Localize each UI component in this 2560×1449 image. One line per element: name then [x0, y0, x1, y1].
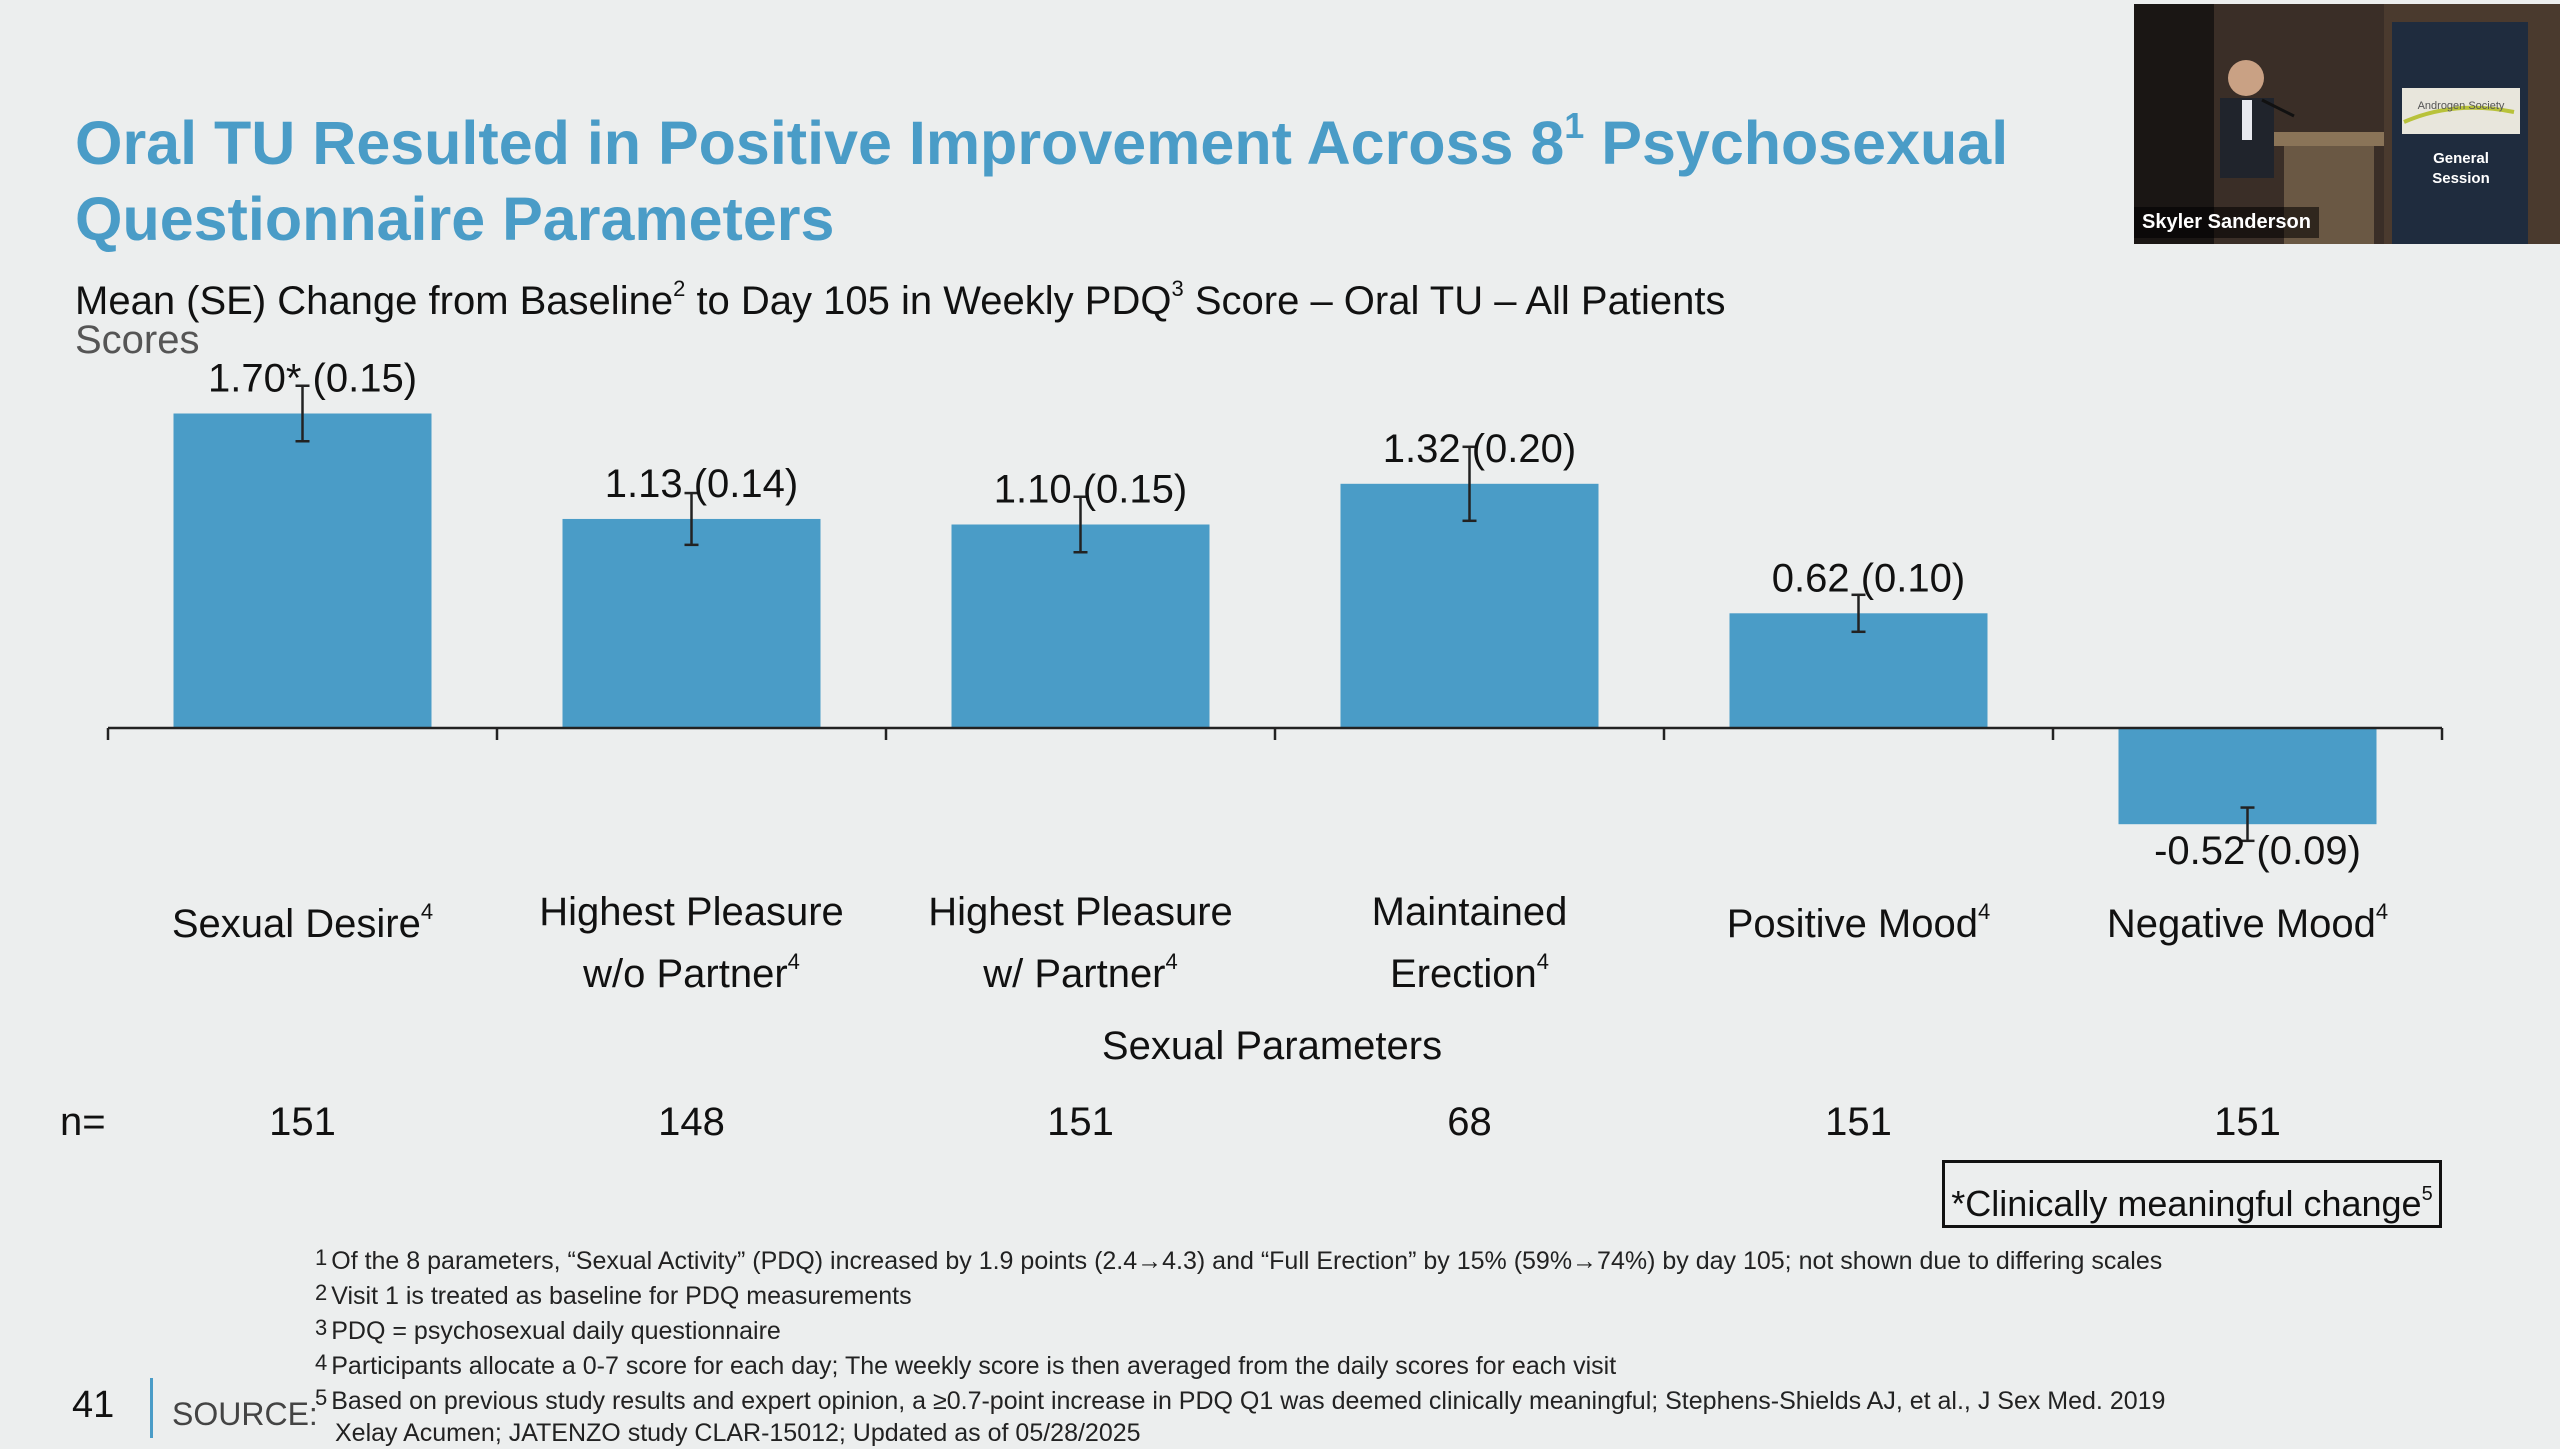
category-label-line1: Highest Pleasure	[539, 890, 844, 934]
subtitle-sup2: 3	[1171, 276, 1184, 301]
n-value-2: 148	[658, 1100, 725, 1144]
subtitle-part3: Score – Oral TU – All Patients	[1183, 279, 1726, 323]
category-label-line2: Erection	[1390, 952, 1537, 996]
bar-chart: 1.70* (0.15) 1.13 (0.14) 1.10 (0.15) 1.32 (…	[106, 357, 2444, 873]
title-line2: Questionnaire Parameters	[75, 185, 835, 253]
category-label-1: Sexual Desire4	[113, 887, 493, 949]
speaker-name: Skyler Sanderson	[2134, 207, 2319, 238]
subtitle-part1: Mean (SE) Change from Baseline	[75, 279, 674, 323]
speaker-video-image	[2134, 4, 2560, 244]
category-label-sup: 4	[420, 899, 434, 924]
category-label-line2: w/o Partner	[583, 952, 788, 996]
data-label-1: 1.70* (0.15)	[208, 357, 417, 401]
banner-logo: Androgen Society	[2417, 100, 2505, 112]
banner-line1: General	[2433, 150, 2489, 167]
slide-title: Oral TU Resulted in Positive Improvement…	[75, 88, 2095, 257]
chart-subtitle: Mean (SE) Change from Baseline2 to Day 1…	[75, 264, 2175, 326]
title-line1-end: Psychosexual	[1584, 109, 2009, 177]
title-line1-text: Oral TU Resulted in Positive Improvement…	[75, 109, 1565, 177]
data-label-6: -0.52 (0.09)	[2154, 829, 2361, 873]
speaker-video-inset: Androgen Society General Session Skyler …	[2134, 4, 2560, 244]
clinically-meaningful-note: *Clinically meaningful change5	[1942, 1160, 2442, 1228]
bar-1	[173, 413, 432, 728]
data-label-3: 1.10 (0.15)	[994, 468, 1187, 512]
footnote-1: 1 Of the 8 parameters, “Sexual Activity” …	[315, 1242, 2315, 1277]
footnotes: 1 Of the 8 parameters, “Sexual Activity” …	[315, 1242, 2315, 1449]
category-label-sup: 4	[2375, 899, 2389, 924]
n-value-1: 151	[269, 1100, 336, 1144]
n-value-3: 151	[1047, 1100, 1114, 1144]
category-label-5: Positive Mood4	[1669, 887, 2049, 949]
title-superscript: 1	[1564, 105, 1585, 146]
n-value-5: 151	[1825, 1100, 1892, 1144]
footnote-text: Of the 8 parameters, “Sexual Activity” (…	[331, 1247, 2163, 1275]
clinical-note-text: *Clinically meaningful change	[1951, 1183, 2422, 1224]
category-label-sup: 4	[1536, 949, 1549, 974]
subtitle-sup1: 2	[673, 276, 686, 301]
source-label: SOURCE:	[172, 1396, 318, 1432]
bar-3	[951, 524, 1210, 728]
data-label-5: 0.62 (0.10)	[1772, 556, 1965, 600]
category-label-line1: Negative Mood	[2106, 902, 2376, 946]
category-label-2: Highest Pleasure w/o Partner4	[502, 887, 882, 999]
category-label-sup: 4	[1977, 899, 1991, 924]
category-label-line2: w/ Partner	[983, 952, 1166, 996]
category-label-line1: Highest Pleasure	[928, 890, 1233, 934]
footnote-number: 5	[315, 1385, 328, 1410]
n-value-6: 151	[2214, 1100, 2281, 1144]
bar-4	[1340, 483, 1599, 728]
footnote-number: 2	[315, 1280, 328, 1305]
data-label-4: 1.32 (0.20)	[1383, 427, 1576, 471]
category-label-sup: 4	[787, 949, 800, 974]
page-number: 41	[72, 1384, 115, 1426]
x-axis-title: Sexual Parameters	[1101, 1024, 1443, 1068]
category-label-line1: Maintained	[1371, 890, 1568, 934]
footnote-number: 4	[315, 1350, 328, 1375]
banner-text: General Session	[2416, 149, 2506, 189]
y-axis-label: Scores	[75, 318, 200, 362]
footnote-text: PDQ = psychosexual daily questionnaire	[331, 1317, 781, 1345]
category-label-4: Maintained Erection4	[1280, 887, 1660, 999]
footnote-number: 1	[315, 1245, 328, 1270]
footnote-text: Based on previous study results and expe…	[331, 1387, 2166, 1415]
n-value-4: 68	[1447, 1100, 1492, 1144]
footnote-text: Visit 1 is treated as baseline for PDQ m…	[331, 1282, 912, 1310]
banner-line2: Session	[2432, 170, 2490, 187]
category-label-line1: Positive Mood	[1726, 902, 1978, 946]
footnote-2: 2 Visit 1 is treated as baseline for PDQ …	[315, 1277, 2315, 1312]
footnote-4: 4 Participants allocate a 0-7 score for e…	[315, 1347, 2315, 1382]
category-label-6: Negative Mood4	[2058, 887, 2438, 949]
n-label: n=	[60, 1100, 106, 1144]
footnote-text: Participants allocate a 0-7 score for ea…	[331, 1352, 1617, 1380]
category-label-3: Highest Pleasure w/ Partner4	[891, 887, 1271, 999]
category-label-line1: Sexual Desire	[171, 902, 421, 946]
footnote-6: Xelay Acumen; JATENZO study CLAR-15012; …	[315, 1417, 2315, 1449]
footnote-5: 5 Based on previous study results and exp…	[315, 1382, 2315, 1417]
data-label-2: 1.13 (0.14)	[605, 462, 798, 506]
clinical-note-sup: 5	[2421, 1183, 2433, 1205]
footnote-number: 3	[315, 1315, 328, 1340]
bar-2	[562, 518, 821, 728]
category-label-sup: 4	[1165, 949, 1178, 974]
footnote-text: Xelay Acumen; JATENZO study CLAR-15012; …	[335, 1419, 1141, 1447]
footnote-3: 3 PDQ = psychosexual daily questionnaire	[315, 1312, 2315, 1347]
subtitle-part2: to Day 105 in Weekly PDQ	[685, 279, 1172, 323]
footer-divider	[150, 1378, 153, 1438]
